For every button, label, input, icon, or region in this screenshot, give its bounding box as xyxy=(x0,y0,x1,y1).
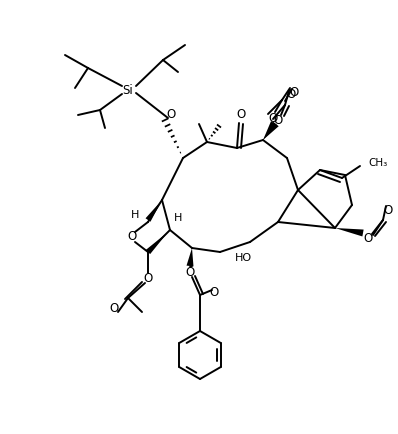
Polygon shape xyxy=(146,232,168,254)
Text: O: O xyxy=(363,231,373,244)
Text: Si: Si xyxy=(123,83,133,96)
Polygon shape xyxy=(187,248,193,266)
Text: O: O xyxy=(273,114,283,126)
Text: H: H xyxy=(131,210,139,220)
Text: O: O xyxy=(143,272,152,285)
Text: H: H xyxy=(174,213,182,223)
Text: O: O xyxy=(268,112,278,125)
Polygon shape xyxy=(146,200,162,222)
Text: CH₃: CH₃ xyxy=(368,158,387,168)
Text: O: O xyxy=(166,108,176,122)
Polygon shape xyxy=(263,121,277,140)
Text: O: O xyxy=(127,230,137,243)
Polygon shape xyxy=(263,122,279,140)
Polygon shape xyxy=(335,228,364,237)
Text: O: O xyxy=(287,89,296,102)
Text: O: O xyxy=(383,204,392,217)
Text: O: O xyxy=(185,266,195,279)
Text: O: O xyxy=(109,302,119,315)
Text: O: O xyxy=(289,85,298,99)
Text: HO: HO xyxy=(235,253,252,263)
Text: O: O xyxy=(236,108,246,122)
Text: O: O xyxy=(209,286,219,299)
